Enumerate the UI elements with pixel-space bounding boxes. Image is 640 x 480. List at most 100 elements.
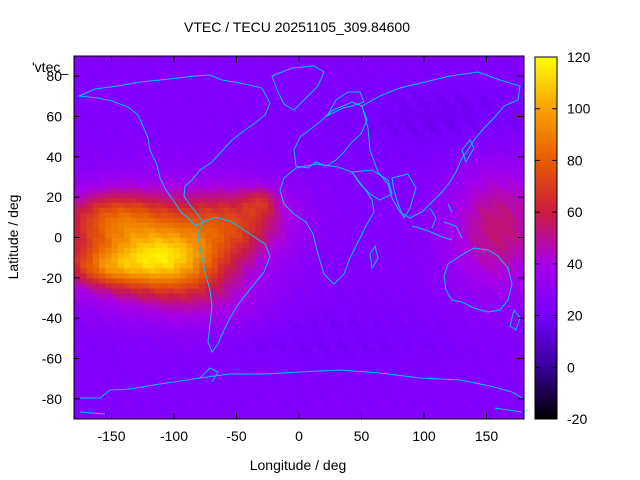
heatmap-cell [117,338,125,344]
heatmap-cell [130,156,138,163]
heatmap-cell [330,363,338,370]
heatmap-cell [355,393,363,400]
heatmap-cell [111,373,119,380]
heatmap-cell [399,101,406,108]
heatmap-cell [130,287,138,294]
heatmap-cell [386,247,394,254]
heatmap-cell [342,277,350,284]
heatmap-cell [317,252,325,259]
heatmap-cell [411,292,419,299]
heatmap-cell [399,393,406,400]
heatmap-cell [467,388,475,395]
heatmap-cell [180,111,188,118]
heatmap-cell [236,197,244,203]
heatmap-cell [455,232,463,239]
heatmap-cell [305,217,313,223]
heatmap-cell [342,71,350,77]
heatmap-cell [267,348,275,355]
heatmap-cell [155,212,163,218]
heatmap-cell [99,242,106,249]
heatmap-cell [349,413,356,419]
heatmap-cell [249,388,256,395]
heatmap-cell [474,237,481,244]
heatmap-cell [499,318,506,324]
heatmap-cell [280,146,288,153]
heatmap-cell [480,368,488,375]
heatmap-cell [442,187,450,193]
heatmap-cell [499,383,506,390]
heatmap-cell [267,111,275,118]
heatmap-cell [155,91,163,97]
heatmap-cell [205,156,213,163]
heatmap-cell [211,156,219,163]
heatmap-cell [217,303,225,309]
heatmap-cell [99,66,106,72]
heatmap-cell [355,348,363,355]
heatmap-cell [380,298,388,304]
heatmap-cell [492,81,500,87]
heatmap-cell [455,358,463,365]
heatmap-cell [217,272,225,279]
heatmap-cell [155,111,163,118]
heatmap-cell [205,76,213,82]
heatmap-cell [211,166,219,173]
heatmap-cell [249,303,256,309]
heatmap-cell [130,413,138,419]
heatmap-cell [430,217,438,223]
heatmap-cell [174,66,181,72]
heatmap-cell [211,388,219,395]
heatmap-cell [361,338,369,344]
heatmap-cell [367,348,375,355]
heatmap-cell [336,373,344,380]
heatmap-cell [386,338,394,344]
heatmap-cell [186,91,194,97]
heatmap-cell [386,373,394,380]
heatmap-cell [342,257,350,264]
heatmap-cell [461,177,469,183]
heatmap-cell [211,298,219,304]
heatmap-cell [236,156,244,163]
heatmap-cell [424,237,431,244]
heatmap-cell [224,146,231,153]
heatmap-cell [261,76,269,82]
heatmap-cell [155,146,163,153]
heatmap-cell [292,383,300,390]
heatmap-cell [324,242,331,249]
heatmap-cell [92,131,100,138]
heatmap-cell [392,368,400,375]
heatmap-cell [286,403,294,410]
heatmap-cell [486,287,494,294]
heatmap-cell [355,111,363,118]
heatmap-cell [517,343,524,350]
heatmap-cell [186,66,194,72]
heatmap-cell [417,156,425,163]
heatmap-cell [274,242,281,249]
heatmap-cell [199,287,206,294]
heatmap-cell [517,373,524,380]
heatmap-cell [211,353,219,360]
heatmap-cell [80,348,88,355]
heatmap-cell [305,298,313,304]
heatmap-cell [130,298,138,304]
heatmap-cell [142,212,150,218]
heatmap-cell [161,237,169,244]
heatmap-cell [324,101,331,108]
heatmap-cell [199,182,206,188]
heatmap-cell [124,358,131,365]
heatmap-cell [186,318,194,324]
heatmap-cell [411,398,419,405]
heatmap-cell [305,242,313,249]
heatmap-cell [242,408,250,415]
heatmap-cell [336,403,344,410]
heatmap-cell [224,151,231,158]
heatmap-cell [499,308,506,314]
heatmap-cell [342,287,350,294]
heatmap-cell [124,308,131,314]
heatmap-cell [305,303,313,309]
heatmap-cell [374,141,381,148]
heatmap-cell [305,262,313,269]
heatmap-cell [511,403,519,410]
heatmap-cell [249,187,256,193]
heatmap-cell [211,338,219,344]
heatmap-cell [174,358,181,365]
